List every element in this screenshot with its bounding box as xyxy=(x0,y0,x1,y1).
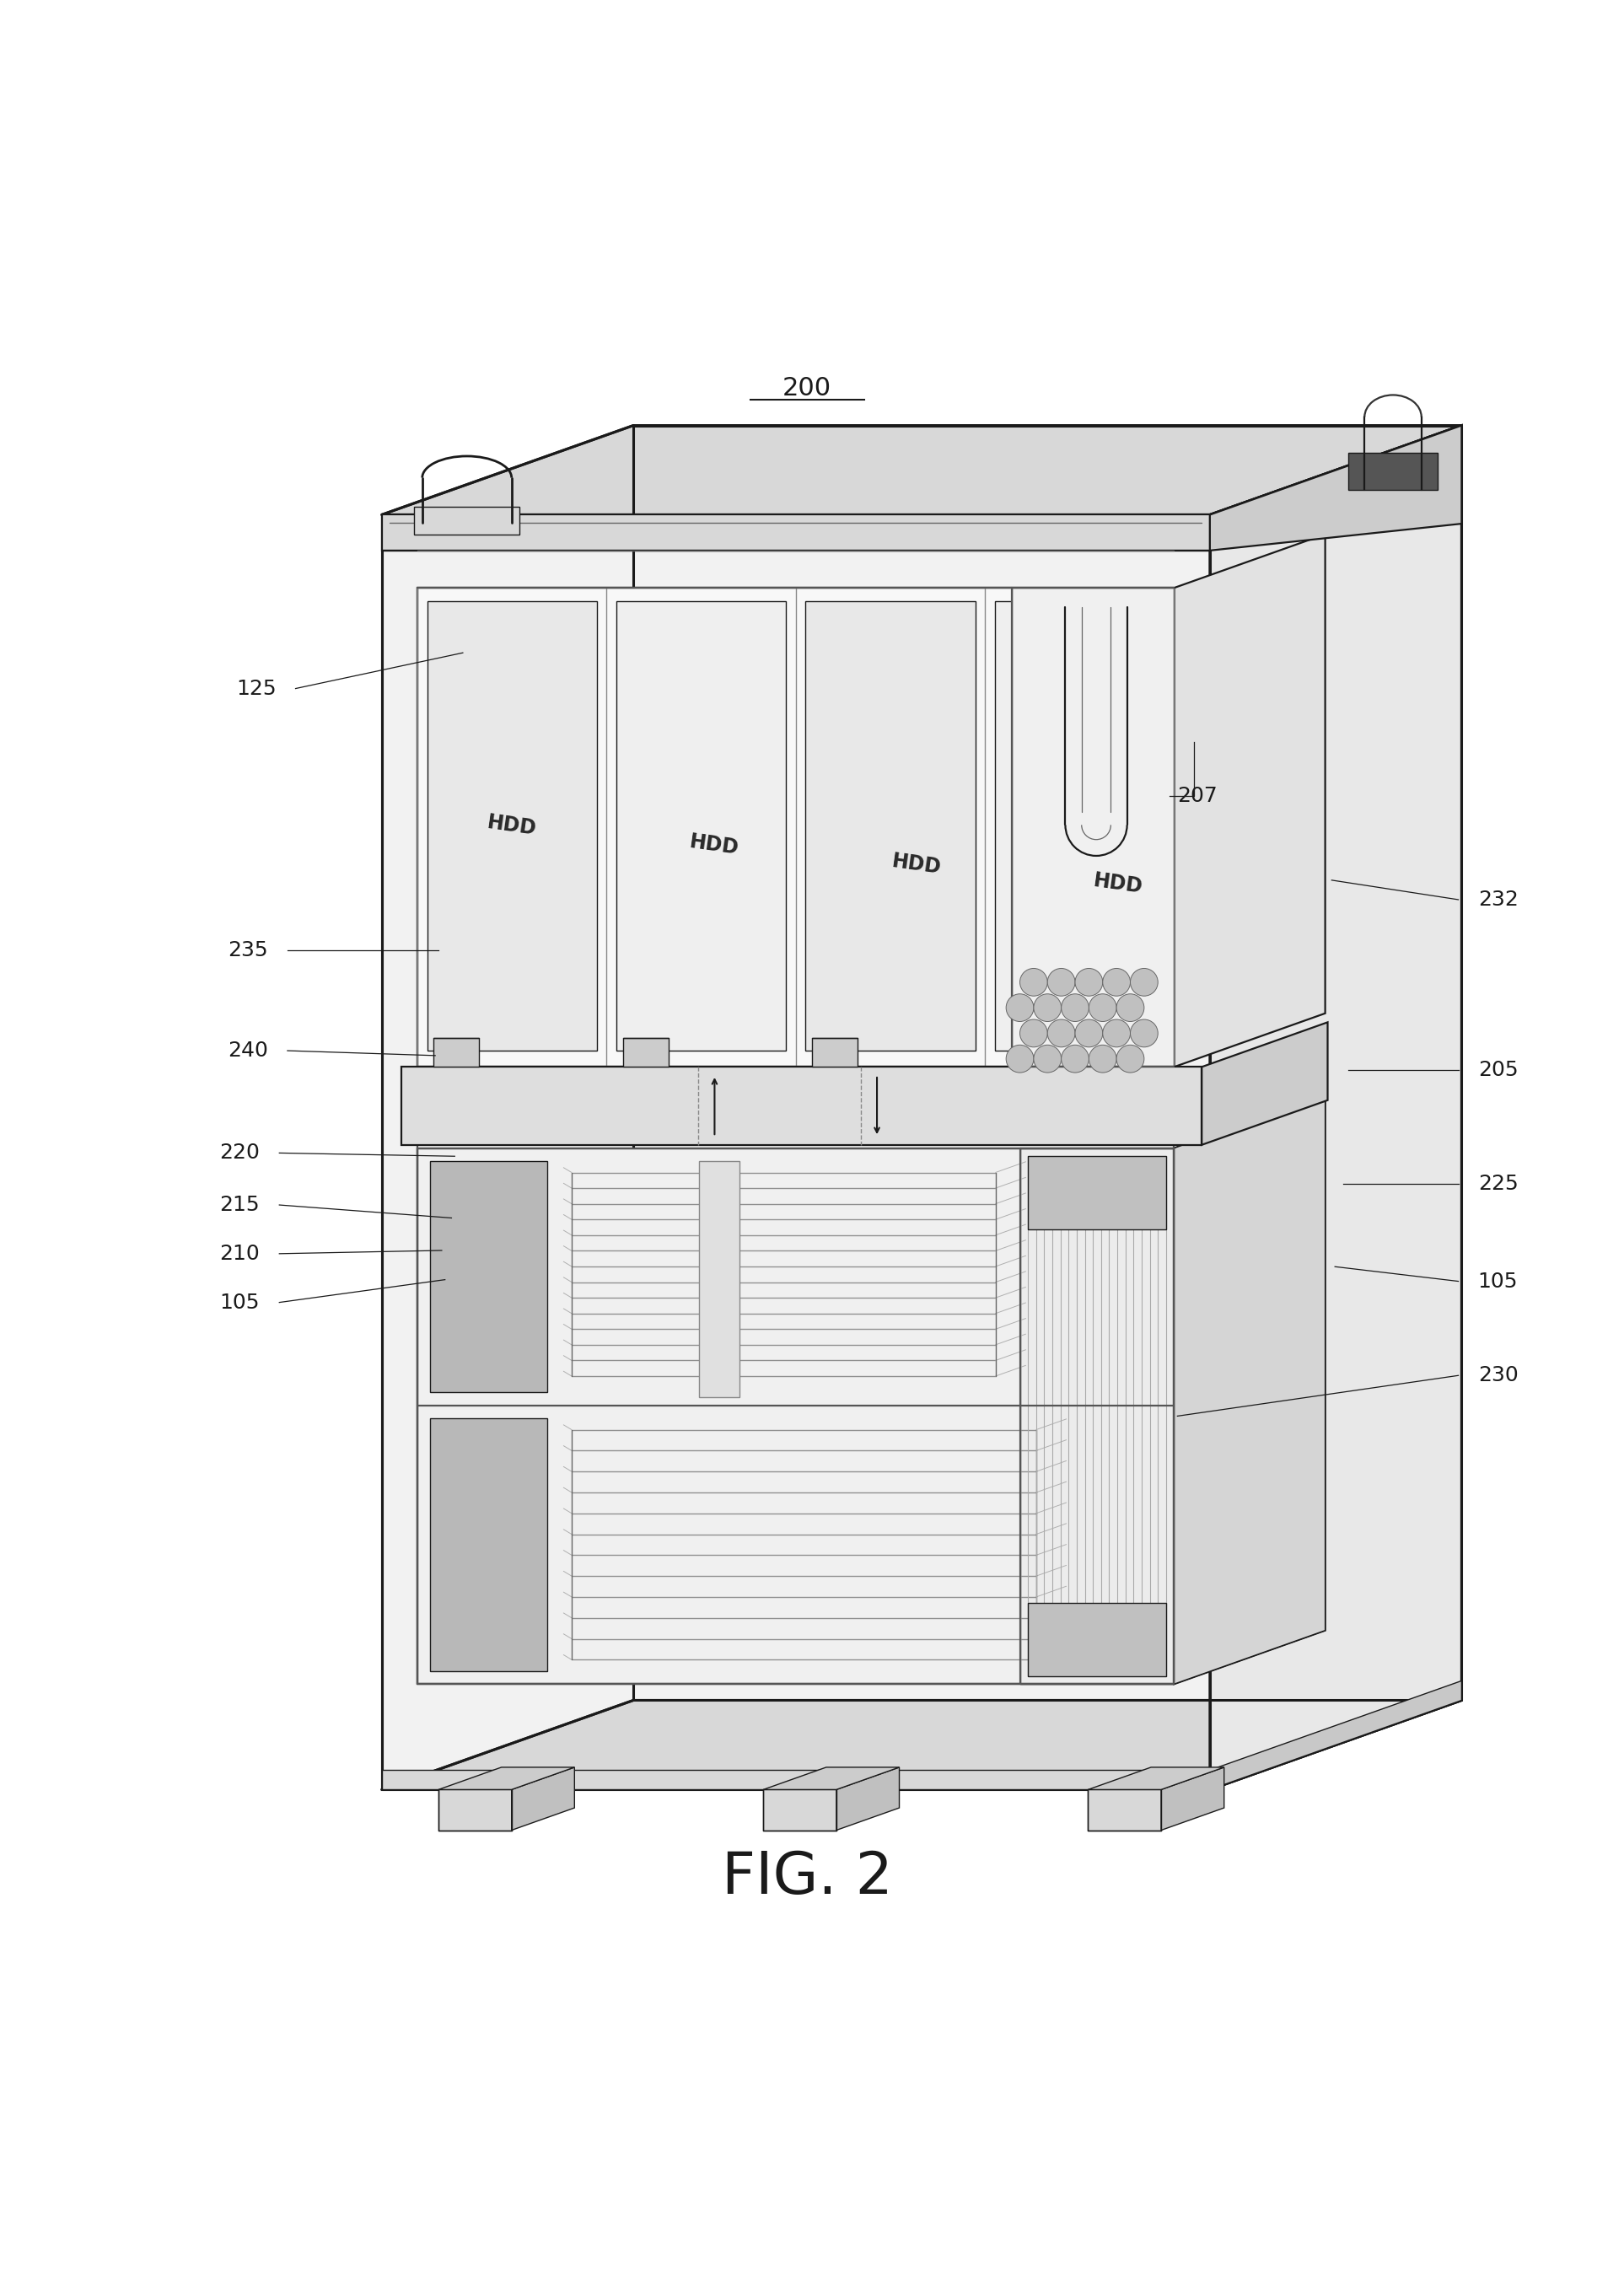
Polygon shape xyxy=(430,1418,547,1671)
Polygon shape xyxy=(1174,1094,1325,1685)
Circle shape xyxy=(1103,969,1130,996)
Polygon shape xyxy=(1028,1156,1166,1229)
Polygon shape xyxy=(430,1161,547,1393)
Circle shape xyxy=(1130,1019,1158,1047)
Circle shape xyxy=(1075,969,1103,996)
Polygon shape xyxy=(414,506,520,534)
Polygon shape xyxy=(417,588,1174,1067)
Polygon shape xyxy=(1210,426,1462,549)
Polygon shape xyxy=(617,602,786,1051)
Text: 105: 105 xyxy=(219,1293,260,1313)
Circle shape xyxy=(1047,969,1075,996)
Polygon shape xyxy=(434,1037,479,1067)
Text: 230: 230 xyxy=(1478,1366,1518,1386)
Text: 215: 215 xyxy=(219,1195,260,1215)
Polygon shape xyxy=(1012,588,1174,1067)
Polygon shape xyxy=(1088,1790,1161,1831)
Text: HDD: HDD xyxy=(486,812,538,839)
Text: HDD: HDD xyxy=(890,850,942,878)
Circle shape xyxy=(1033,1044,1062,1072)
Circle shape xyxy=(1116,994,1143,1021)
Text: 225: 225 xyxy=(1478,1174,1518,1195)
Text: 220: 220 xyxy=(219,1142,260,1163)
Polygon shape xyxy=(1174,534,1325,1067)
Polygon shape xyxy=(1348,454,1437,490)
Circle shape xyxy=(1088,994,1117,1021)
Polygon shape xyxy=(427,602,596,1051)
Polygon shape xyxy=(438,1767,575,1790)
Circle shape xyxy=(1020,1019,1047,1047)
Polygon shape xyxy=(1210,426,1462,1790)
Polygon shape xyxy=(698,1161,739,1398)
Text: 240: 240 xyxy=(227,1040,268,1060)
Circle shape xyxy=(1075,1019,1103,1047)
Polygon shape xyxy=(812,1037,857,1067)
Circle shape xyxy=(1088,1044,1117,1072)
Circle shape xyxy=(1005,1044,1034,1072)
Circle shape xyxy=(1130,969,1158,996)
Text: FIG. 2: FIG. 2 xyxy=(721,1849,893,1906)
Polygon shape xyxy=(622,1037,669,1067)
Polygon shape xyxy=(763,1767,900,1790)
Text: 232: 232 xyxy=(1478,889,1518,910)
Polygon shape xyxy=(1028,1603,1166,1676)
Polygon shape xyxy=(512,1767,575,1831)
Polygon shape xyxy=(994,602,1164,1051)
Text: 207: 207 xyxy=(1177,787,1218,805)
Polygon shape xyxy=(806,602,974,1051)
Polygon shape xyxy=(382,515,1210,1790)
Text: HDD: HDD xyxy=(1093,871,1145,898)
Circle shape xyxy=(1062,1044,1090,1072)
Text: 105: 105 xyxy=(1478,1272,1518,1290)
Polygon shape xyxy=(401,1067,1202,1145)
Polygon shape xyxy=(836,1767,900,1831)
Circle shape xyxy=(1005,994,1034,1021)
Text: 210: 210 xyxy=(219,1243,260,1263)
Text: HDD: HDD xyxy=(689,832,741,860)
Circle shape xyxy=(1033,994,1062,1021)
Polygon shape xyxy=(763,1790,836,1831)
Polygon shape xyxy=(1161,1767,1224,1831)
Circle shape xyxy=(1062,994,1090,1021)
Polygon shape xyxy=(1020,1149,1174,1685)
Polygon shape xyxy=(382,426,1462,515)
Polygon shape xyxy=(1174,1094,1325,1685)
Polygon shape xyxy=(1210,1680,1462,1790)
Polygon shape xyxy=(382,1769,1210,1790)
Circle shape xyxy=(1103,1019,1130,1047)
Polygon shape xyxy=(1202,1021,1328,1145)
Text: 125: 125 xyxy=(235,679,276,698)
Polygon shape xyxy=(438,1790,512,1831)
Polygon shape xyxy=(417,1149,1174,1685)
Text: 200: 200 xyxy=(783,376,831,401)
Polygon shape xyxy=(1088,1767,1224,1790)
Circle shape xyxy=(1116,1044,1143,1072)
Circle shape xyxy=(1047,1019,1075,1047)
Text: 205: 205 xyxy=(1478,1060,1518,1081)
Polygon shape xyxy=(382,515,1210,549)
Polygon shape xyxy=(382,1701,1462,1790)
Circle shape xyxy=(1020,969,1047,996)
Text: 235: 235 xyxy=(227,939,268,960)
